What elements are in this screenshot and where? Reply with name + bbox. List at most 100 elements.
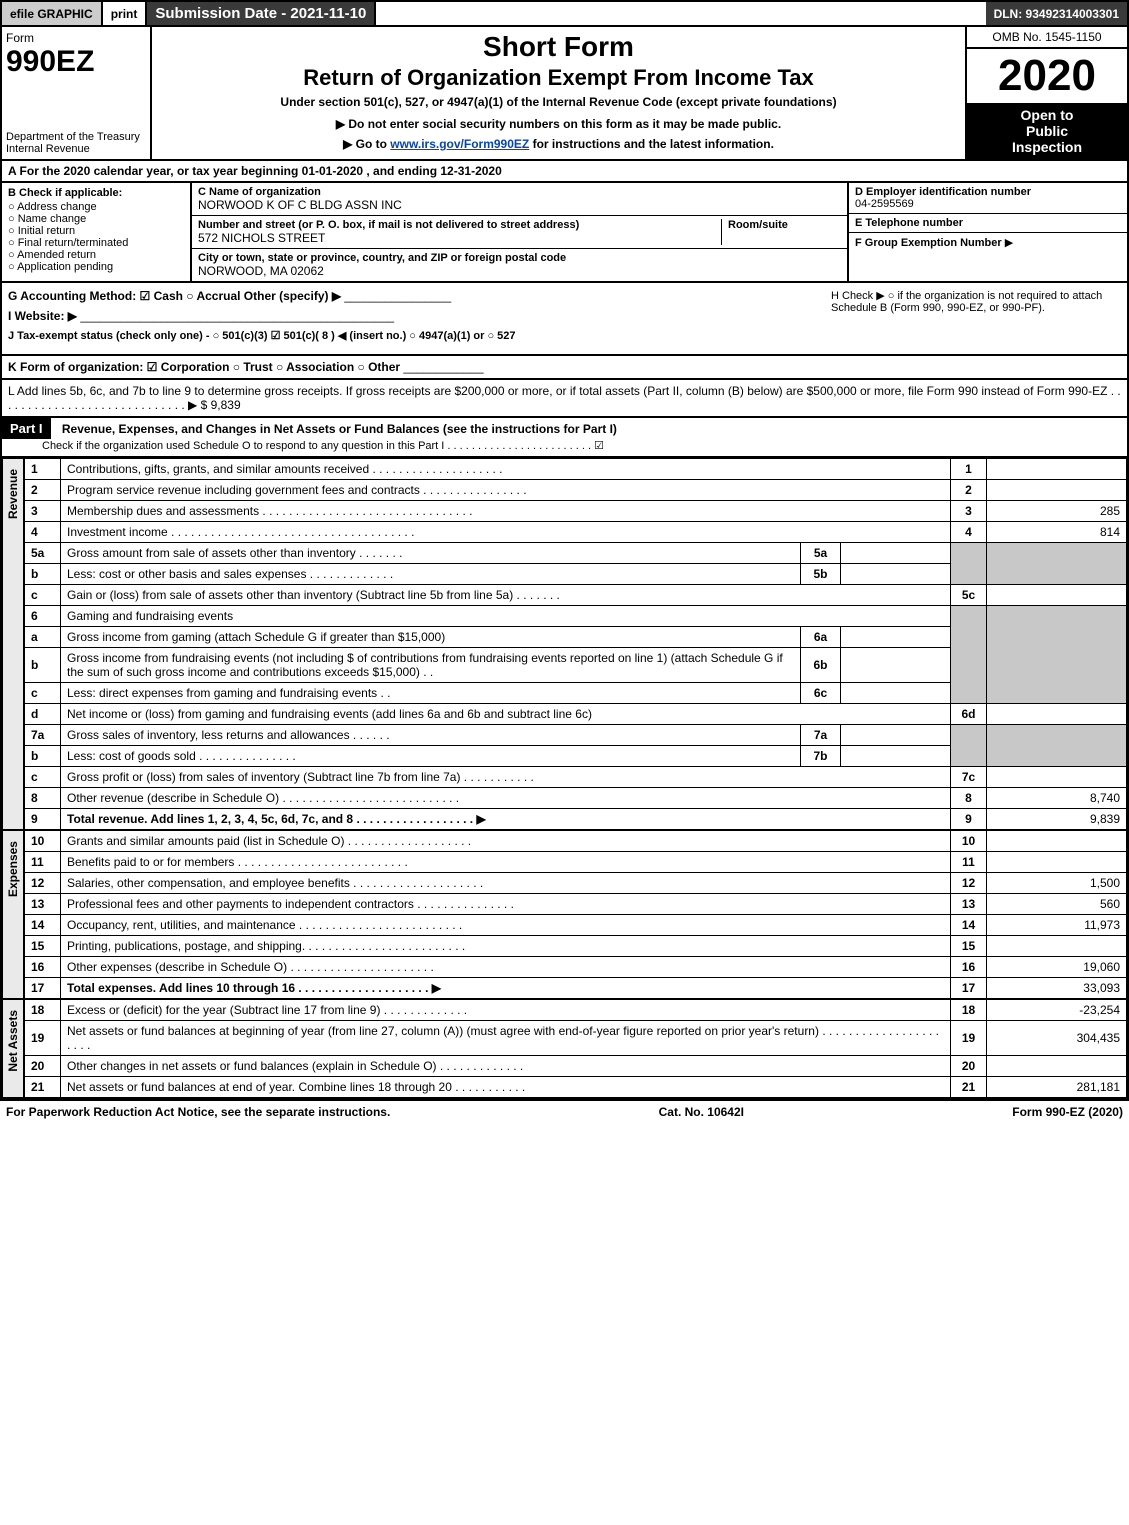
rows-g-through-j: G Accounting Method: ☑ Cash ○ Accrual Ot…: [0, 283, 1129, 356]
line-14: 14Occupancy, rent, utilities, and mainte…: [25, 915, 1127, 936]
line-17: 17Total expenses. Add lines 10 through 1…: [25, 978, 1127, 999]
line-6: 6Gaming and fundraising events: [25, 606, 1127, 627]
org-city: NORWOOD, MA 02062: [198, 264, 841, 278]
arrow-icon: ▶: [1005, 237, 1013, 249]
page-footer: For Paperwork Reduction Act Notice, see …: [0, 1100, 1129, 1123]
irs-link[interactable]: www.irs.gov/Form990EZ: [390, 137, 529, 151]
line-4: 4Investment income . . . . . . . . . . .…: [25, 522, 1127, 543]
part-1-header: Part I Revenue, Expenses, and Changes in…: [0, 418, 1129, 458]
omb-number: OMB No. 1545-1150: [967, 27, 1127, 49]
checkbox-address-change[interactable]: Address change: [8, 201, 184, 213]
row-f-group-exemption: F Group Exemption Number ▶: [849, 233, 1127, 252]
checkbox-application-pending[interactable]: Application pending: [8, 261, 184, 273]
header-right: OMB No. 1545-1150 2020 Open to Public In…: [967, 27, 1127, 159]
net-assets-table: 18Excess or (deficit) for the year (Subt…: [24, 999, 1127, 1098]
org-address: 572 NICHOLS STREET: [198, 231, 721, 245]
print-button[interactable]: print: [103, 2, 148, 25]
line-18: 18Excess or (deficit) for the year (Subt…: [25, 1000, 1127, 1021]
checkbox-amended-return[interactable]: Amended return: [8, 249, 184, 261]
col-c-org-info: C Name of organization NORWOOD K OF C BL…: [192, 183, 847, 281]
addr-label: Number and street (or P. O. box, if mail…: [198, 219, 721, 231]
expenses-section: Expenses 10Grants and similar amounts pa…: [0, 830, 1129, 999]
line-2: 2Program service revenue including gover…: [25, 480, 1127, 501]
row-h-schedule-b: H Check ▶ ○ if the organization is not r…: [821, 289, 1121, 348]
col-d-e-f: D Employer identification number 04-2595…: [847, 183, 1127, 281]
submission-date-badge: Submission Date - 2021-11-10: [147, 2, 376, 25]
checkbox-initial-return[interactable]: Initial return: [8, 225, 184, 237]
line-7a: 7aGross sales of inventory, less returns…: [25, 725, 1127, 746]
subtitle: Return of Organization Exempt From Incom…: [162, 65, 955, 91]
net-assets-side-label: Net Assets: [2, 999, 24, 1098]
goto-pre: ▶ Go to: [343, 137, 390, 151]
footer-catno: Cat. No. 10642I: [659, 1105, 744, 1119]
part-1-title: Revenue, Expenses, and Changes in Net As…: [54, 418, 625, 440]
line-5a: 5aGross amount from sale of assets other…: [25, 543, 1127, 564]
org-name: NORWOOD K OF C BLDG ASSN INC: [198, 198, 841, 212]
efile-graphic-badge: efile GRAPHIC: [2, 2, 103, 25]
line-10: 10Grants and similar amounts paid (list …: [25, 831, 1127, 852]
row-g-accounting: G Accounting Method: ☑ Cash ○ Accrual Ot…: [8, 289, 821, 303]
header-left: Form 990EZ Department of the Treasury In…: [2, 27, 152, 159]
line-13: 13Professional fees and other payments t…: [25, 894, 1127, 915]
line-11: 11Benefits paid to or for members . . . …: [25, 852, 1127, 873]
col-b-list: Address change Name change Initial retur…: [8, 201, 184, 273]
footer-form: Form 990-EZ (2020): [1012, 1105, 1123, 1119]
ssn-warning: ▶ Do not enter social security numbers o…: [162, 117, 955, 131]
topbar-spacer: [376, 2, 985, 25]
block-b-through-f: B Check if applicable: Address change Na…: [0, 183, 1129, 283]
row-d-ein: D Employer identification number 04-2595…: [849, 183, 1127, 214]
col-b-label: B Check if applicable:: [8, 187, 184, 199]
line-20: 20Other changes in net assets or fund ba…: [25, 1056, 1127, 1077]
checkbox-name-change[interactable]: Name change: [8, 213, 184, 225]
ein-label: D Employer identification number: [855, 186, 1121, 198]
col-b-checkboxes: B Check if applicable: Address change Na…: [2, 183, 192, 281]
checkbox-final-return[interactable]: Final return/terminated: [8, 237, 184, 249]
line-7c: cGross profit or (loss) from sales of in…: [25, 767, 1127, 788]
row-e-phone: E Telephone number: [849, 214, 1127, 233]
open-public-inspection: Open to Public Inspection: [967, 103, 1127, 159]
row-j-tax-exempt: J Tax-exempt status (check only one) - ○…: [8, 329, 821, 342]
line-21: 21Net assets or fund balances at end of …: [25, 1077, 1127, 1098]
line-19: 19Net assets or fund balances at beginni…: [25, 1021, 1127, 1056]
group-exemption-label: F Group Exemption Number: [855, 237, 1002, 249]
line-1: 1Contributions, gifts, grants, and simil…: [25, 459, 1127, 480]
city-label: City or town, state or province, country…: [198, 252, 841, 264]
ein-value: 04-2595569: [855, 198, 1121, 210]
line-3: 3Membership dues and assessments . . . .…: [25, 501, 1127, 522]
room-label: Room/suite: [728, 219, 841, 231]
line-12: 12Salaries, other compensation, and empl…: [25, 873, 1127, 894]
row-l: L Add lines 5b, 6c, and 7b to line 9 to …: [0, 380, 1129, 418]
top-bar: efile GRAPHIC print Submission Date - 20…: [0, 0, 1129, 27]
form-number: 990EZ: [6, 45, 146, 79]
line-15: 15Printing, publications, postage, and s…: [25, 936, 1127, 957]
expenses-side-label: Expenses: [2, 830, 24, 999]
dln-badge: DLN: 93492314003301: [986, 2, 1127, 25]
row-k: K Form of organization: ☑ Corporation ○ …: [0, 356, 1129, 380]
row-c-name: C Name of organization NORWOOD K OF C BL…: [192, 183, 847, 216]
expenses-table: 10Grants and similar amounts paid (list …: [24, 830, 1127, 999]
row-a-tax-year: A For the 2020 calendar year, or tax yea…: [0, 161, 1129, 183]
row-city: City or town, state or province, country…: [192, 249, 847, 281]
revenue-section: Revenue 1Contributions, gifts, grants, a…: [0, 458, 1129, 830]
part-1-badge: Part I: [2, 418, 51, 439]
row-address: Number and street (or P. O. box, if mail…: [192, 216, 847, 249]
form-label: Form: [6, 31, 146, 45]
tax-year: 2020: [967, 49, 1127, 103]
header-middle: Short Form Return of Organization Exempt…: [152, 27, 967, 159]
treasury-dept: Department of the Treasury Internal Reve…: [6, 131, 146, 155]
goto-post: for instructions and the latest informat…: [529, 137, 774, 151]
phone-label: E Telephone number: [855, 217, 1121, 229]
line-6d: dNet income or (loss) from gaming and fu…: [25, 704, 1127, 725]
revenue-table: 1Contributions, gifts, grants, and simil…: [24, 458, 1127, 830]
form-header: Form 990EZ Department of the Treasury In…: [0, 27, 1129, 161]
goto-line: ▶ Go to www.irs.gov/Form990EZ for instru…: [162, 137, 955, 151]
net-assets-section: Net Assets 18Excess or (deficit) for the…: [0, 999, 1129, 1100]
line-8: 8Other revenue (describe in Schedule O) …: [25, 788, 1127, 809]
name-label: C Name of organization: [198, 186, 841, 198]
revenue-side-label: Revenue: [2, 458, 24, 830]
line-9: 9Total revenue. Add lines 1, 2, 3, 4, 5c…: [25, 809, 1127, 830]
line-5c: cGain or (loss) from sale of assets othe…: [25, 585, 1127, 606]
footer-paperwork: For Paperwork Reduction Act Notice, see …: [6, 1105, 390, 1119]
title-short-form: Short Form: [162, 31, 955, 63]
under-section: Under section 501(c), 527, or 4947(a)(1)…: [162, 95, 955, 109]
